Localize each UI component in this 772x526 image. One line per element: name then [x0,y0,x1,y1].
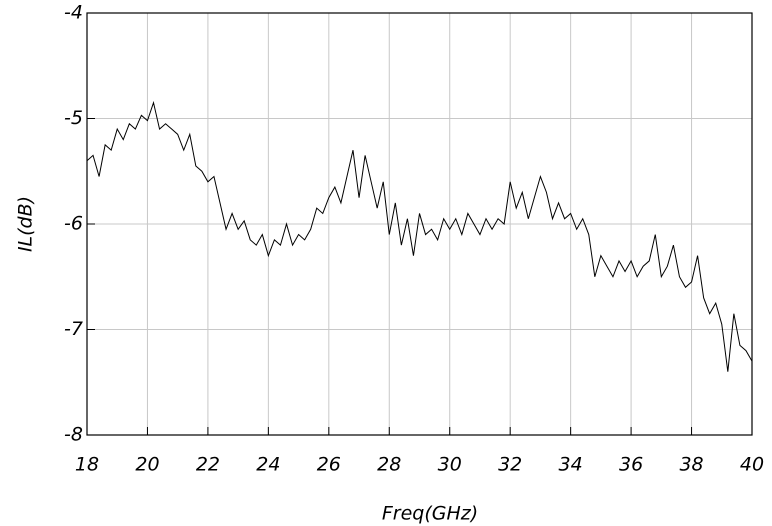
x-tick-label: 34 [559,454,583,476]
x-tick-label: 28 [377,454,401,476]
x-tick-label: 38 [679,454,703,476]
x-tick-label: 32 [498,454,522,476]
plot-frame [86,12,753,436]
y-tick-label: -6 [64,213,83,235]
x-tick-label: 40 [740,454,764,476]
x-tick-label: 30 [438,454,462,476]
y-tick-label: -8 [64,424,83,446]
x-tick-label: 26 [317,454,341,476]
x-tick-label: 24 [256,454,280,476]
x-tick-label: 22 [196,454,220,476]
y-axis-label: IL(dB) [15,196,37,252]
y-tick-label: -4 [64,2,83,24]
x-tick-label: 36 [619,454,643,476]
x-tick-label: 20 [135,454,159,476]
x-axis-label: Freq(GHz) [382,503,478,525]
y-tick-label: -5 [64,107,83,129]
data-line [86,100,753,372]
x-tick-label: 18 [75,454,99,476]
y-tick-label: -7 [64,318,83,340]
